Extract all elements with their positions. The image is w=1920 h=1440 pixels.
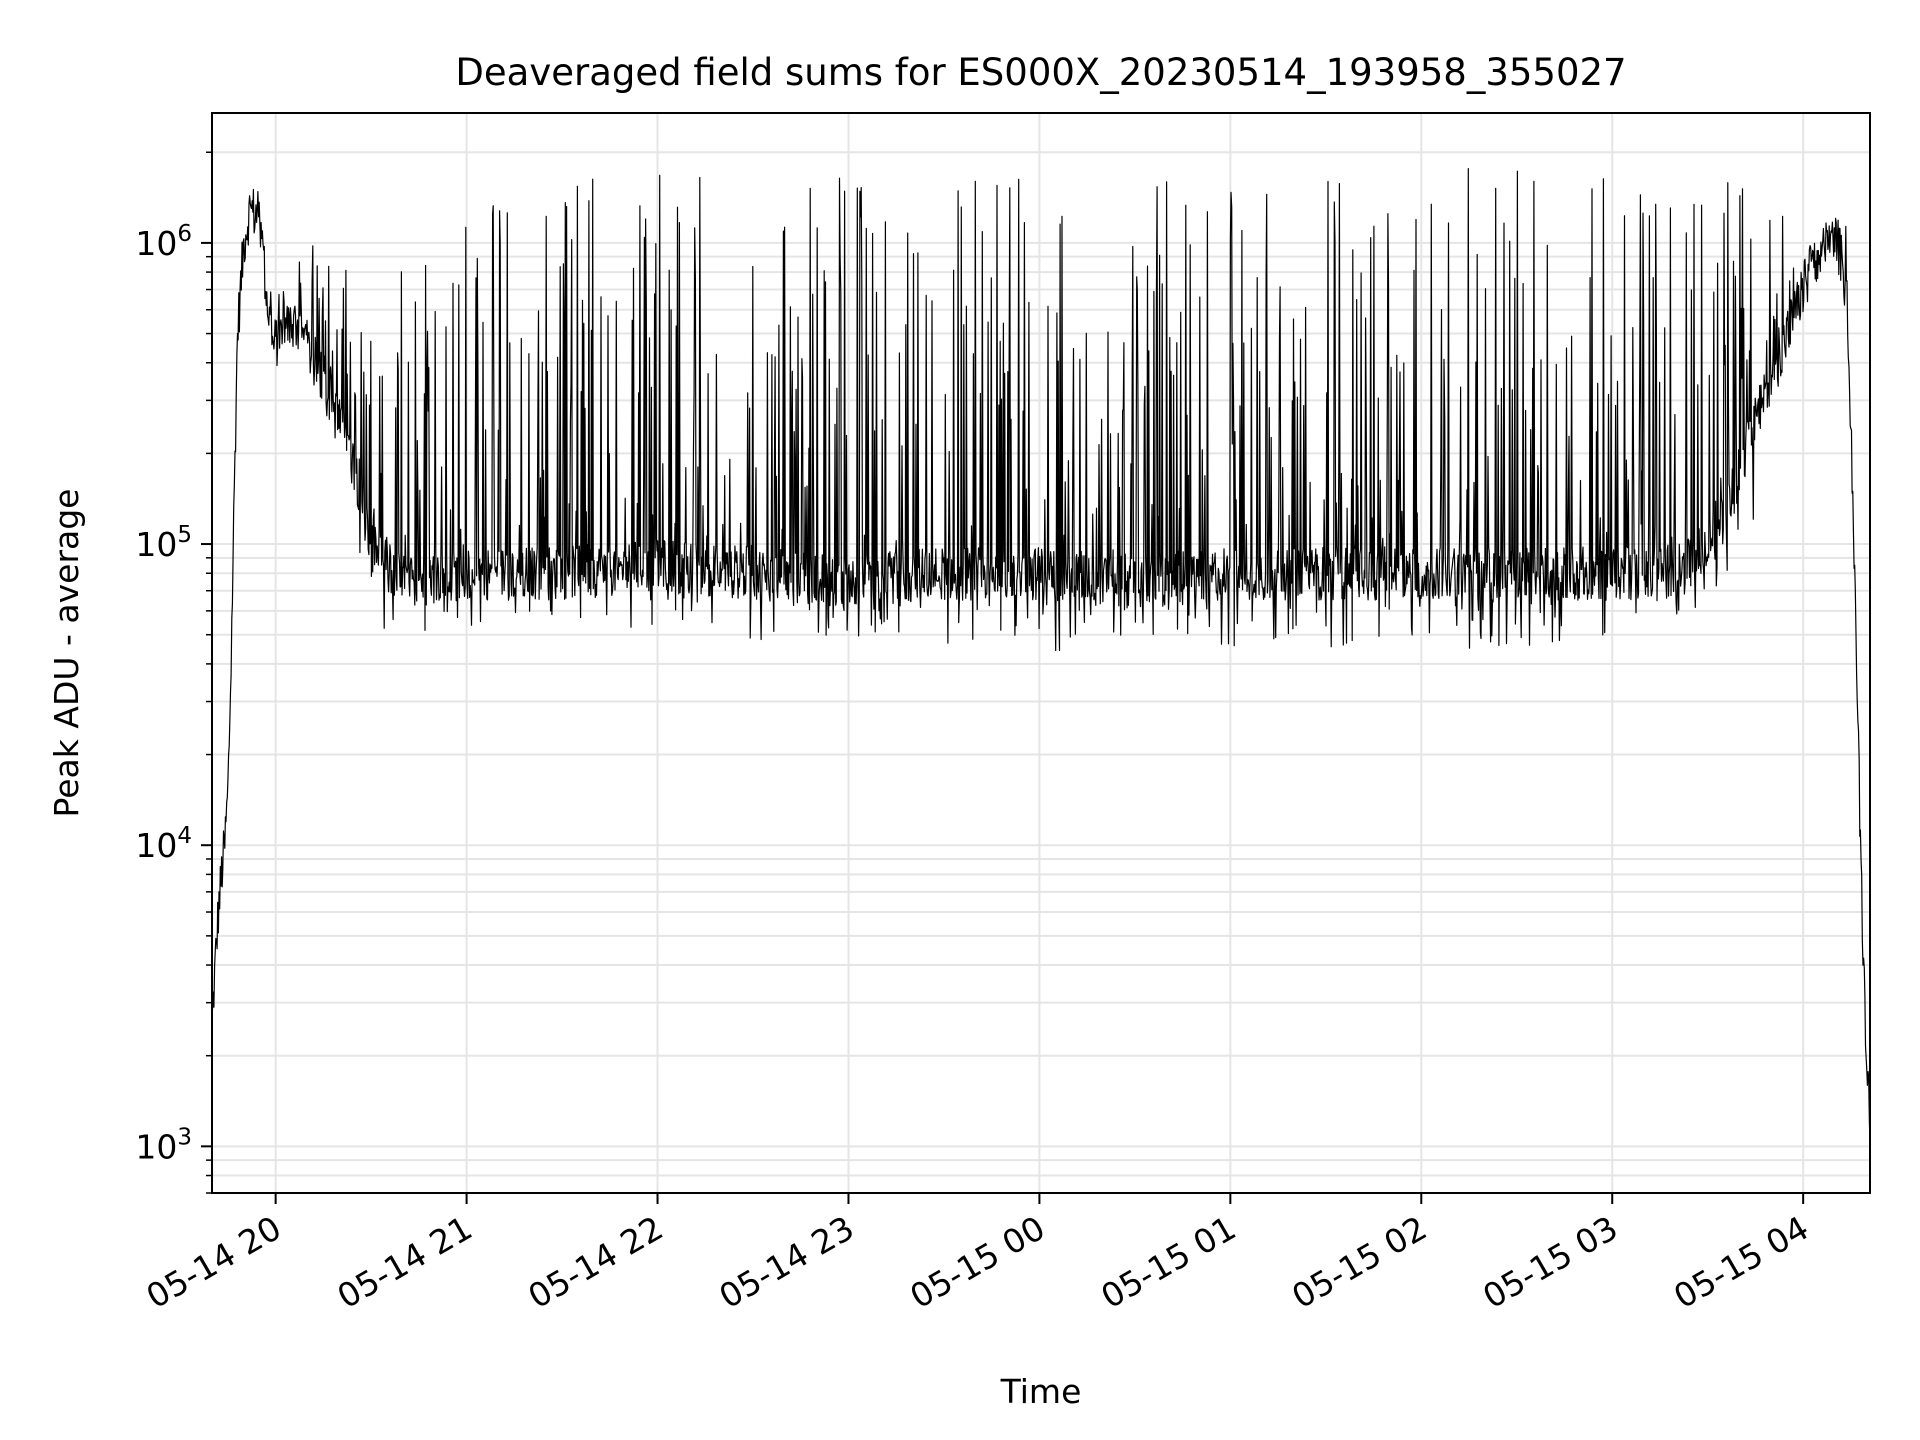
x-tick-label: 05-15 02 [1285,1208,1433,1316]
y-tick-label: 104 [135,823,192,865]
x-tick-label: 05-15 03 [1476,1208,1624,1316]
y-tick-label: 106 [135,221,192,263]
x-tick-label: 05-15 04 [1667,1208,1815,1316]
x-tick-label: 05-15 01 [1094,1208,1242,1316]
plot-frame [211,112,1871,1194]
chart-title: Deaveraged field sums for ES000X_2023051… [455,51,1626,94]
x-axis: 05-14 20 05-14 21 05-14 22 05-14 23 05-15 00… [140,1193,1815,1316]
x-tick-label: 05-14 22 [522,1208,670,1316]
x-tick-label: 05-14 20 [140,1208,288,1316]
x-tick-label: 05-15 00 [903,1208,1051,1316]
x-axis-label: Time [1000,1372,1082,1411]
y-axis-label: Peak ADU - average [47,489,86,818]
x-tick-label: 05-14 23 [712,1208,860,1316]
y-tick-label: 103 [135,1124,192,1166]
y-tick-label: 105 [135,522,192,564]
x-tick-label: 05-14 21 [331,1208,479,1316]
grid [212,113,1870,1194]
series-line [211,168,1871,1144]
y-axis: 103 104 105 106 [135,151,212,1194]
series-line-group [211,168,1871,1144]
